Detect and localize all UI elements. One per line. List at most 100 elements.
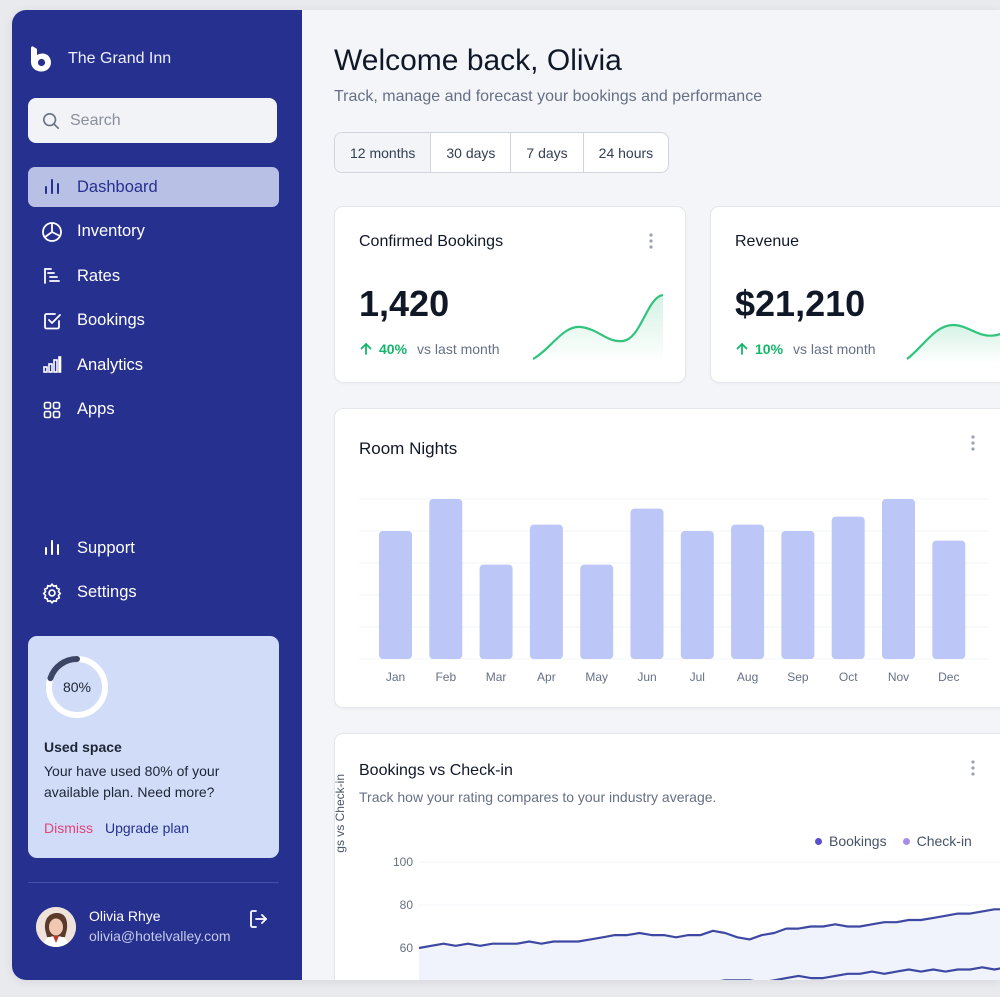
change-percent: 10% [755,341,784,357]
nav-item-rates[interactable]: Rates [28,256,279,296]
page-title: Welcome back, Olivia [334,44,622,77]
chart-legend: Bookings Check-in [815,833,972,849]
nav-label: Apps [77,400,115,419]
search-box[interactable] [28,98,277,143]
bar-jul[interactable] [680,531,714,659]
more-vertical-icon[interactable] [963,433,983,453]
nav-label: Inventory [77,222,145,241]
series-area-bookings [419,909,1000,980]
profile-name: Olivia Rhye [89,908,161,924]
nav-item-analytics[interactable]: Analytics [28,345,279,385]
nav-label: Support [77,538,135,557]
nav-label: Dashboard [77,177,158,196]
bar-chart-icon [41,176,63,198]
series-line-check-in [720,966,1000,980]
confirmed-bookings-card: Confirmed Bookings 1,420 40% vs last mon… [334,206,686,383]
x-tick-label: Mar [486,670,507,684]
more-vertical-icon[interactable] [641,231,661,251]
user-profile[interactable]: Olivia Rhye olivia@hotelvalley.com [36,906,279,950]
bar-aug[interactable] [731,524,765,659]
card-title: Confirmed Bookings [359,233,504,250]
range-30-days[interactable]: 30 days [431,133,512,172]
bar-chart-icon [41,537,63,559]
x-tick-label: Jan [386,670,405,684]
card-title: Room Nights [359,439,458,458]
bar-mar[interactable] [479,564,513,659]
x-tick-label: Apr [537,670,556,684]
arrow-up-icon [736,343,748,355]
legend-label: Bookings [829,833,887,849]
secondary-nav: Support Settings [28,528,279,617]
change-percent: 40% [379,341,408,357]
nav-item-settings[interactable]: Settings [28,573,279,613]
usage-progress-ring [46,656,108,718]
bar-oct[interactable] [831,516,865,659]
change-caption: vs last month [793,341,876,357]
legend-label: Check-in [916,833,972,849]
search-icon [42,112,60,129]
usage-card: 80% Used space Your have used 80% of you… [28,636,279,858]
bar-jun[interactable] [630,508,664,659]
nav-label: Analytics [77,355,144,374]
logout-icon[interactable] [248,908,270,930]
date-range-selector: 12 months 30 days 7 days 24 hours [334,132,670,173]
bar-may[interactable] [580,564,614,659]
check-square-icon [41,310,63,332]
card-title: Revenue [735,233,800,250]
x-tick-label: Jul [690,670,705,684]
page-subtitle: Track, manage and forecast your bookings… [334,88,763,105]
metric-change: 40% vs last month [359,341,500,357]
bar-sep[interactable] [781,531,815,659]
brand-logo-icon [31,46,51,72]
range-7-days[interactable]: 7 days [511,133,584,172]
upgrade-plan-button[interactable]: Upgrade plan [105,820,190,836]
range-12-months[interactable]: 12 months [335,133,432,172]
y-axis-label: gs vs Check-in [333,774,347,853]
x-tick-label: Nov [888,670,909,684]
bar-jan[interactable] [379,531,412,659]
main-nav: Dashboard Inventory Rates Bookings [28,167,279,435]
x-tick-label: Dec [938,670,959,684]
usage-title: Used space [44,739,122,755]
y-tick-label: 100 [393,855,413,869]
app-window: The Grand Inn Dashboard Inventory [12,10,1000,980]
range-24-hours[interactable]: 24 hours [598,144,654,161]
profile-email: olivia@hotelvalley.com [89,928,231,944]
analytics-icon [41,354,63,376]
legend-dot-icon [815,837,822,845]
sidebar: The Grand Inn Dashboard Inventory [12,10,302,980]
nav-item-support[interactable]: Support [28,528,279,568]
nav-label: Bookings [77,311,145,330]
metric-change: 10% vs last month [735,341,876,357]
x-tick-label: Jun [637,670,656,684]
nav-item-inventory[interactable]: Inventory [28,212,279,252]
revenue-sparkline [906,323,1000,363]
usage-description: Your have used 80% of your available pla… [44,763,220,800]
x-tick-label: Aug [737,670,758,684]
pie-chart-icon [41,221,63,243]
x-tick-label: May [585,670,608,684]
bar-feb[interactable] [429,499,463,659]
search-input[interactable] [70,111,260,130]
nav-item-apps[interactable]: Apps [28,390,279,430]
grid-icon [41,399,63,421]
gear-icon [41,582,63,604]
nav-item-bookings[interactable]: Bookings [28,301,279,341]
change-caption: vs last month [417,341,500,357]
bar-nov[interactable] [882,499,915,659]
room-nights-bar-chart: Jan Feb Mar Apr May Jun Jul Aug Sep Oct Nov Dec [359,498,989,684]
bar-dec[interactable] [932,540,966,659]
card-subtitle: Track how your rating compares to your i… [359,789,717,805]
bookings-vs-checkin-card: Bookings vs Check-in Track how your rati… [333,733,1000,980]
dismiss-button[interactable]: Dismiss [44,820,93,836]
y-tick-label: 80 [400,898,414,912]
series-line-bookings [418,908,1000,950]
legend-dot-icon [902,837,910,845]
more-vertical-icon[interactable] [963,758,983,778]
nav-item-dashboard[interactable]: Dashboard [28,167,279,207]
x-tick-label: Sep [787,670,809,684]
brand[interactable]: The Grand Inn [28,46,171,72]
avatar[interactable] [36,907,76,947]
bar-apr[interactable] [529,524,563,659]
legend-checkin: Check-in [902,833,972,849]
